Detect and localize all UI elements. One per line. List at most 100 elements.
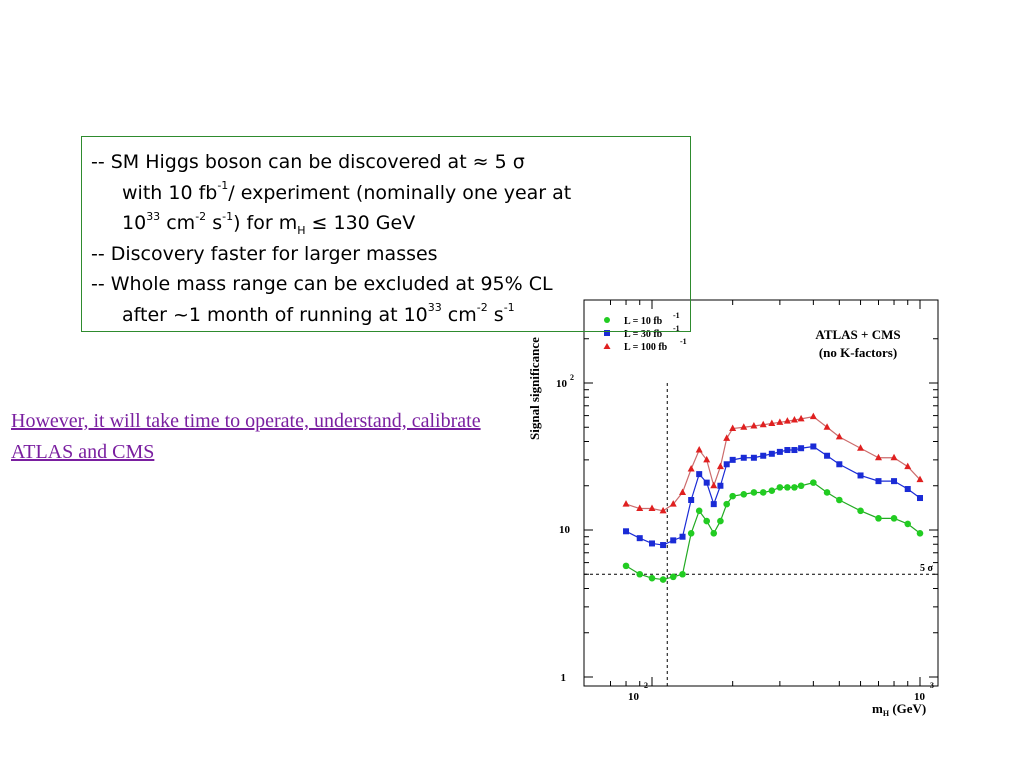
legend-label-10fb-exp: -1: [673, 311, 680, 320]
data-point-10fb: [687, 529, 695, 537]
data-point-10fb: [916, 529, 924, 537]
data-point-10fb: [776, 484, 784, 491]
data-point-10fb: [759, 489, 767, 496]
data-point-30fb: [710, 501, 717, 508]
data-point-30fb: [791, 447, 798, 454]
data-point-10fb: [679, 570, 686, 578]
summary-line-6: after ~1 month of running at 1033 cm-2 s…: [122, 301, 515, 326]
data-point-10fb: [836, 496, 843, 504]
data-point-30fb: [904, 486, 911, 493]
x-axis-title: mH (GeV): [872, 701, 926, 718]
data-point-10fb: [904, 520, 912, 528]
data-point-100fb: [809, 412, 817, 420]
data-point-100fb: [783, 417, 791, 424]
data-point-10fb: [810, 479, 817, 486]
data-point-30fb: [760, 452, 767, 459]
summary-line-2: with 10 fb-1/ experiment (nominally one …: [122, 179, 572, 204]
data-point-100fb: [759, 420, 767, 428]
data-point-30fb: [750, 454, 757, 461]
summary-text-box: -- SM Higgs boson can be discovered at ≈…: [81, 136, 691, 332]
annotation-line-2: (no K-factors): [819, 345, 897, 360]
data-point-10fb: [740, 490, 748, 498]
data-point-100fb: [687, 464, 695, 472]
five-sigma-label: 5 σ: [920, 563, 934, 574]
legend-marker-30fb: [604, 330, 610, 336]
data-point-10fb: [659, 576, 667, 583]
data-point-100fb: [669, 500, 677, 507]
data-point-10fb: [669, 573, 677, 581]
legend-marker-100fb: [603, 343, 611, 349]
legend-label-30fb: L = 30 fb: [624, 329, 663, 340]
data-point-30fb: [917, 495, 923, 502]
plot-frame: [583, 299, 939, 687]
data-point-10fb: [723, 500, 731, 508]
legend-label-30fb-exp: -1: [673, 324, 680, 333]
data-point-100fb: [716, 462, 724, 470]
x-tick-label-1000: 10: [914, 691, 926, 703]
data-point-10fb: [703, 517, 711, 525]
data-point-100fb: [823, 423, 831, 430]
data-point-30fb: [717, 482, 724, 489]
data-point-30fb: [836, 461, 843, 468]
calibration-link-line-1[interactable]: However, it will take time to operate, u…: [11, 410, 481, 432]
y-tick-label-100-exp: 2: [570, 373, 574, 382]
data-point-100fb: [916, 475, 924, 483]
data-point-10fb: [784, 484, 791, 491]
data-point-30fb: [729, 456, 736, 463]
data-point-10fb: [648, 574, 656, 582]
data-point-10fb: [750, 489, 758, 496]
data-point-10fb: [791, 484, 798, 491]
data-point-10fb: [710, 529, 718, 537]
data-point-30fb: [703, 479, 710, 486]
data-point-30fb: [824, 452, 831, 459]
data-point-100fb: [622, 500, 630, 507]
series-line-100fb: [625, 416, 921, 512]
data-point-30fb: [857, 472, 864, 479]
data-point-30fb: [649, 540, 655, 547]
data-point-30fb: [723, 461, 730, 468]
data-point-100fb: [679, 488, 687, 495]
data-point-100fb: [659, 506, 667, 514]
data-point-100fb: [703, 455, 711, 463]
data-point-30fb: [784, 447, 791, 454]
x-tick-label-100-exp: 2: [644, 681, 648, 690]
summary-line-3: 1033 cm-2 s-1) for mH ≤ 130 GeV: [122, 209, 416, 237]
data-point-100fb: [740, 423, 748, 430]
data-point-30fb: [636, 535, 643, 542]
data-point-100fb: [790, 416, 798, 423]
data-point-100fb: [776, 418, 784, 425]
x-tick-label-1000-exp: 3: [930, 681, 934, 690]
data-point-30fb: [891, 478, 898, 485]
data-point-100fb: [768, 419, 776, 427]
y-tick-label-100: 10: [556, 378, 568, 390]
summary-line-1: -- SM Higgs boson can be discovered at ≈…: [91, 151, 525, 173]
y-axis-title: Signal significance: [527, 337, 542, 440]
data-point-10fb: [768, 487, 776, 495]
data-point-100fb: [874, 453, 882, 461]
x-tick-label-100: 10: [628, 691, 640, 703]
calibration-link-line-2[interactable]: ATLAS and CMS: [11, 441, 155, 463]
series-line-10fb: [625, 481, 921, 581]
data-point-100fb: [857, 444, 865, 451]
data-point-30fb: [810, 443, 817, 450]
legend-label-100fb-exp: -1: [680, 337, 687, 346]
legend-label-100fb: L = 100 fb: [624, 342, 668, 353]
data-point-100fb: [636, 504, 644, 512]
y-tick-label-10: 10: [559, 524, 571, 536]
data-point-10fb: [622, 562, 630, 570]
data-point-30fb: [740, 454, 747, 461]
data-point-10fb: [729, 492, 736, 500]
calibration-link[interactable]: However, it will take time to operate, u…: [11, 406, 621, 468]
legend-marker-10fb: [604, 317, 610, 323]
data-point-10fb: [636, 570, 644, 578]
legend-label-10fb: L = 10 fb: [624, 316, 663, 327]
summary-line-5: -- Whole mass range can be excluded at 9…: [91, 273, 553, 295]
data-point-10fb: [857, 507, 864, 515]
series-line-30fb: [625, 445, 921, 546]
y-tick-label-1: 1: [561, 672, 567, 684]
data-point-10fb: [797, 482, 805, 490]
data-point-100fb: [835, 432, 843, 440]
data-point-10fb: [695, 507, 703, 515]
data-point-30fb: [798, 445, 805, 452]
